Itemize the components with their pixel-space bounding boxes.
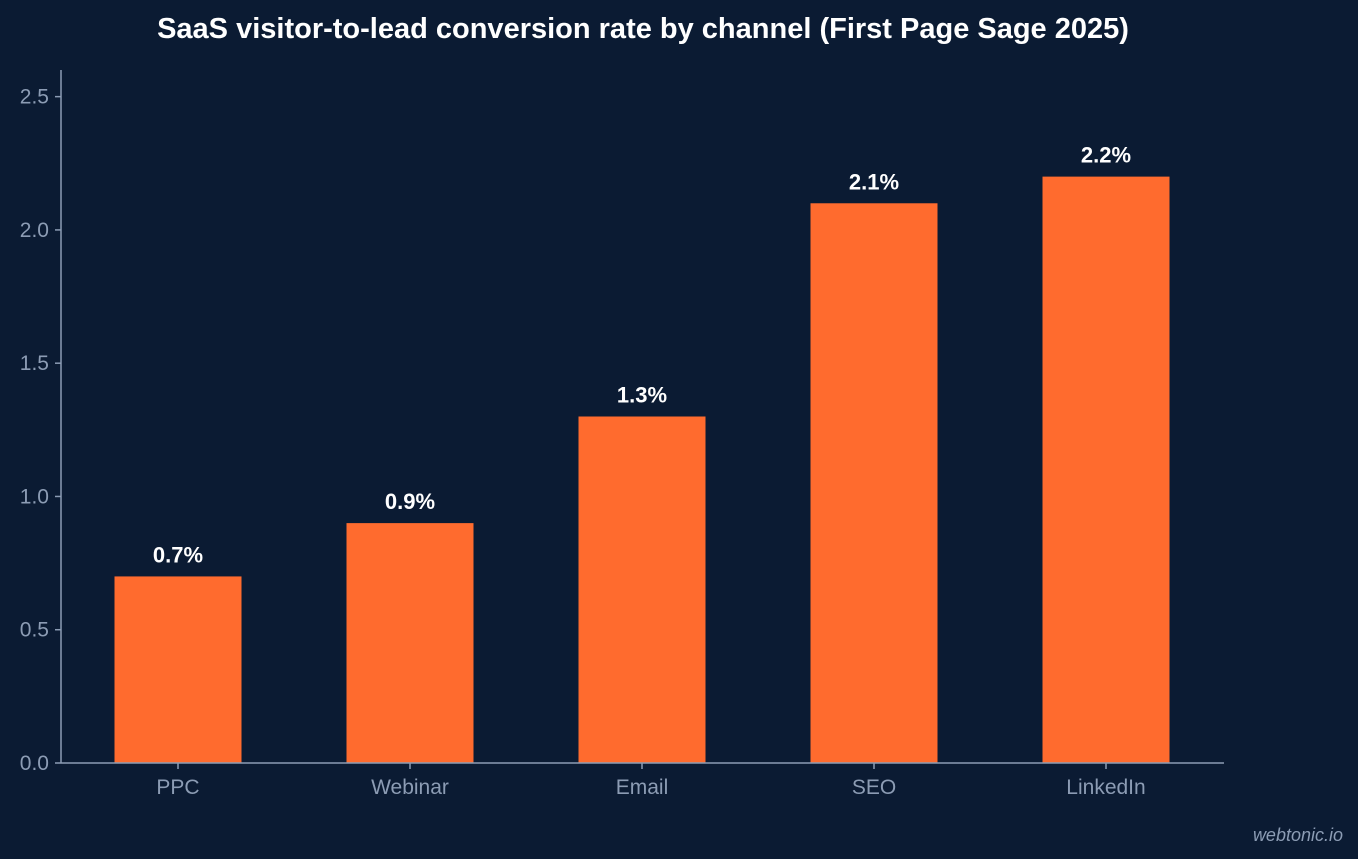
bar-webinar [346, 523, 474, 763]
bars [114, 176, 1170, 764]
bar-email [578, 416, 706, 763]
x-axis-ticks: PPC Webinar Email SEO LinkedIn [156, 763, 1146, 799]
x-tick-label-linkedin: LinkedIn [1066, 776, 1145, 799]
y-tick-label: 2.5 [20, 86, 49, 109]
watermark-text: webtonic.io [1253, 825, 1343, 845]
data-labels: 0.7% 0.9% 1.3% 2.1% 2.2% [153, 143, 1131, 568]
x-tick-label-webinar: Webinar [371, 776, 449, 799]
data-label-ppc: 0.7% [153, 542, 203, 567]
y-tick-label: 0.0 [20, 752, 49, 775]
bar-ppc [114, 576, 242, 763]
y-tick-label: 1.0 [20, 485, 49, 508]
x-tick-label-ppc: PPC [156, 776, 199, 799]
bar-linkedin [1042, 176, 1170, 764]
bar-seo [810, 203, 938, 763]
data-label-email: 1.3% [617, 383, 667, 408]
data-label-seo: 2.1% [849, 169, 899, 194]
y-tick-label: 0.5 [20, 619, 49, 642]
y-tick-label: 2.0 [20, 219, 49, 242]
x-tick-label-email: Email [616, 776, 669, 799]
chart-title: SaaS visitor-to-lead conversion rate by … [157, 13, 1129, 45]
y-axis-ticks: 0.0 0.5 1.0 1.5 2.0 2.5 [20, 86, 61, 775]
data-label-webinar: 0.9% [385, 489, 435, 514]
data-label-linkedin: 2.2% [1081, 143, 1131, 168]
x-tick-label-seo: SEO [852, 776, 896, 799]
y-tick-label: 1.5 [20, 352, 49, 375]
